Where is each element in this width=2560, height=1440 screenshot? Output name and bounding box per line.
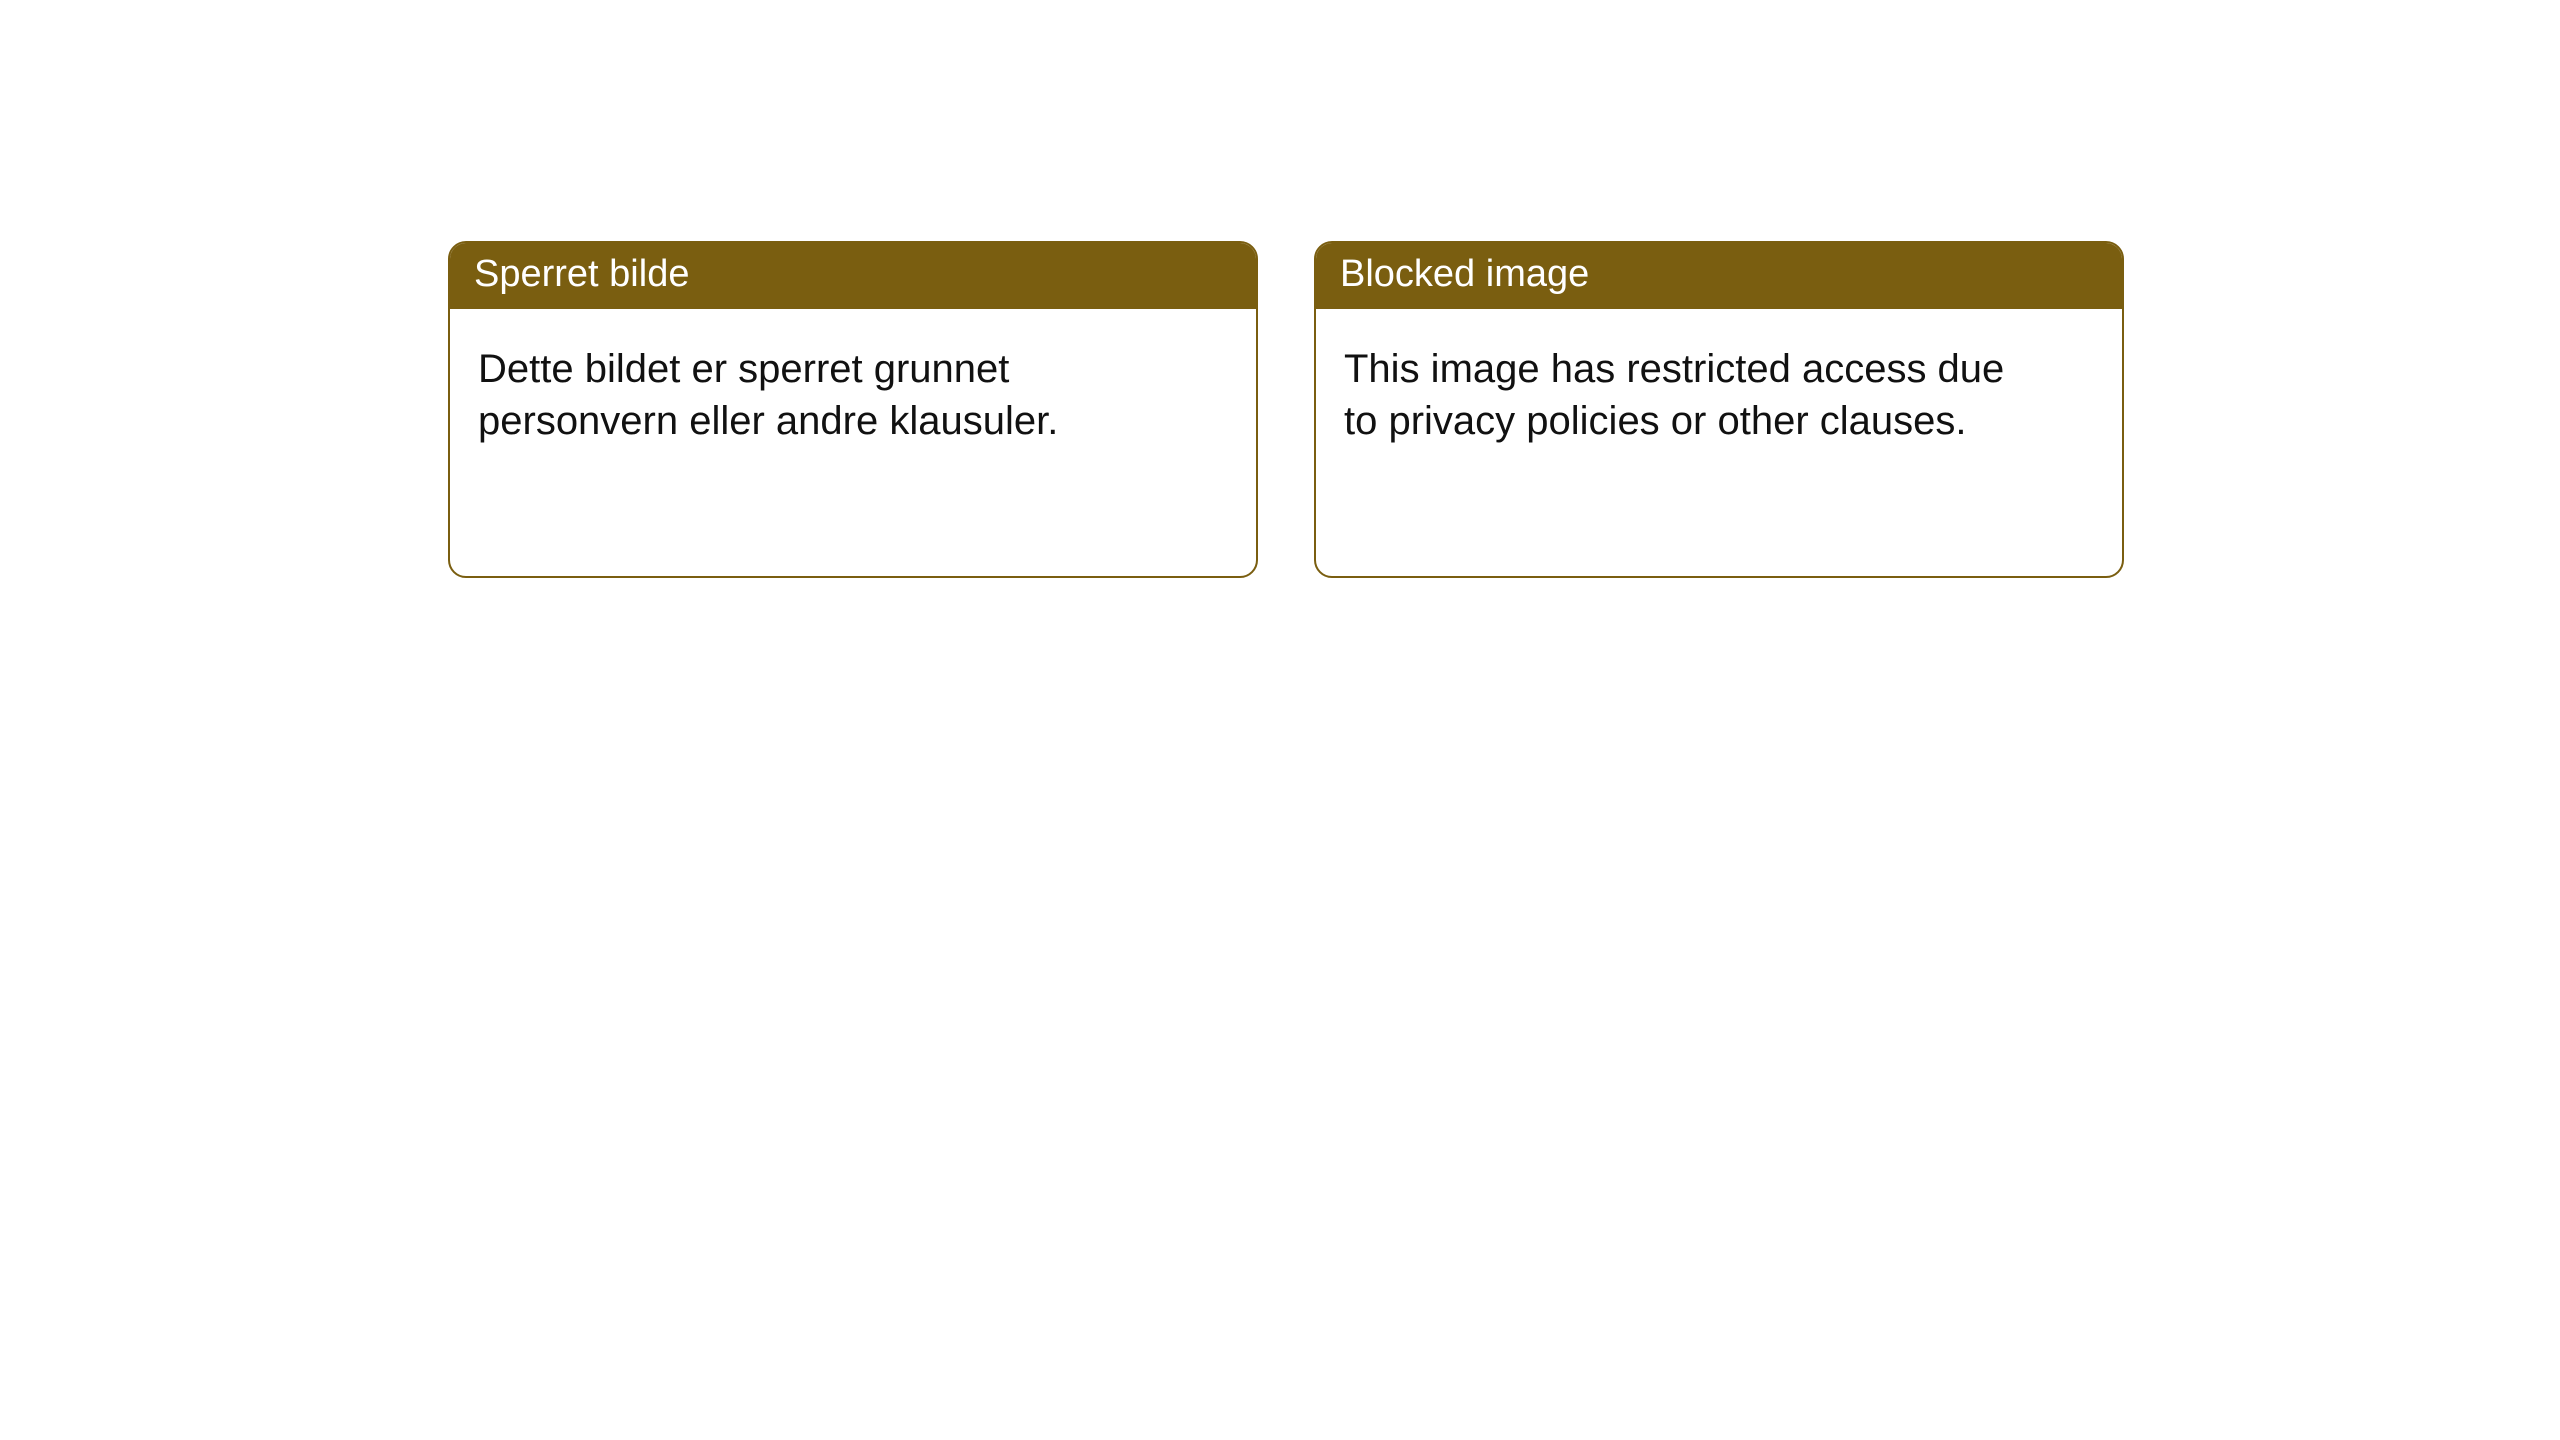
notice-body-en: This image has restricted access due to … [1316, 309, 2052, 477]
notice-container: Sperret bilde Dette bildet er sperret gr… [0, 0, 2560, 578]
blocked-image-notice-en: Blocked image This image has restricted … [1314, 241, 2124, 578]
notice-title-en: Blocked image [1316, 243, 2122, 309]
blocked-image-notice-no: Sperret bilde Dette bildet er sperret gr… [448, 241, 1258, 578]
notice-body-no: Dette bildet er sperret grunnet personve… [450, 309, 1186, 477]
notice-title-no: Sperret bilde [450, 243, 1256, 309]
